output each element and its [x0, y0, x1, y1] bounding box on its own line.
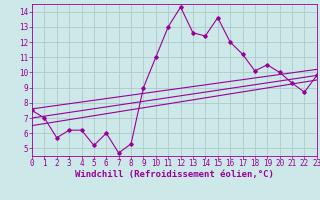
X-axis label: Windchill (Refroidissement éolien,°C): Windchill (Refroidissement éolien,°C)	[75, 170, 274, 179]
